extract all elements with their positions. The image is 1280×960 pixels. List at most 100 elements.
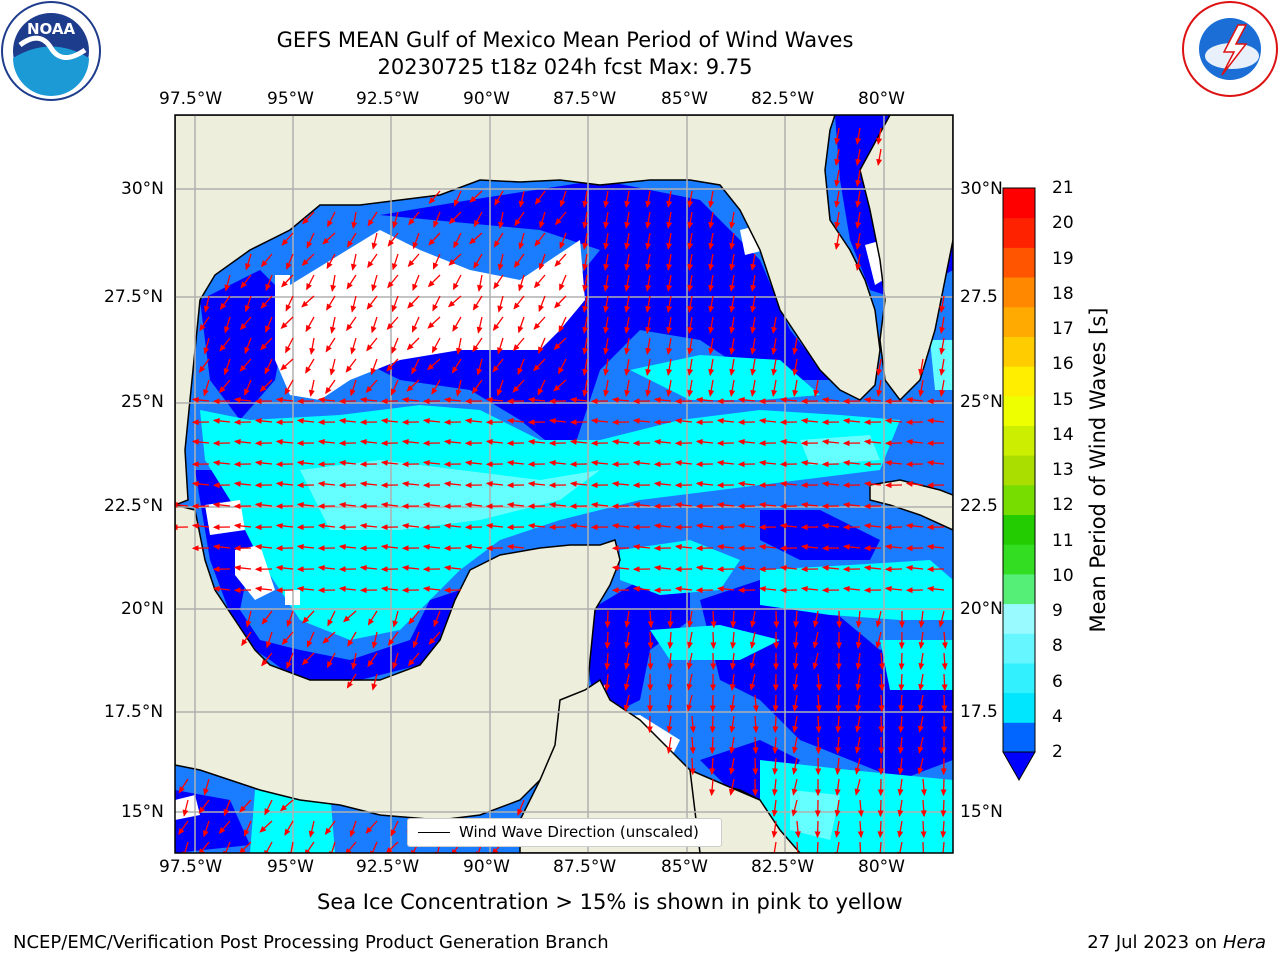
wind-arrow-head xyxy=(863,522,871,529)
wind-arrow-head xyxy=(275,438,283,445)
wind-arrow-head xyxy=(306,283,312,291)
wind-arrow-head xyxy=(275,419,283,426)
wind-arrow-head xyxy=(750,263,757,271)
wind-arrow-head xyxy=(918,389,925,397)
wind-arrow-head xyxy=(296,440,304,447)
wind-arrow-head xyxy=(647,684,654,692)
wind-arrow-head xyxy=(877,789,884,797)
long-period-regions xyxy=(300,340,953,840)
wind-arrow-head xyxy=(427,321,435,329)
wind-arrow-head xyxy=(538,262,545,271)
wind-arrow-head xyxy=(708,389,715,397)
lat-label-left: 20°N xyxy=(121,599,164,619)
wind-arrow-head xyxy=(485,503,493,510)
wind-arrow-head xyxy=(863,419,871,426)
wind-arrow-head xyxy=(390,388,397,396)
lon-label-bottom: 90°W xyxy=(463,857,510,877)
wind-arrow-head xyxy=(433,619,440,628)
wind-arrow-head xyxy=(758,398,766,405)
wind-arrow-head xyxy=(223,808,230,817)
wind-arrow-head xyxy=(674,585,682,592)
wind-arrow-head xyxy=(345,365,353,373)
wind-arrow-head xyxy=(359,587,367,594)
wind-arrow-head xyxy=(233,503,241,510)
wind-arrow-head xyxy=(918,621,925,629)
wind-arrow-head xyxy=(687,284,694,292)
wind-arrow-head xyxy=(401,461,409,468)
wind-arrow-head xyxy=(695,503,703,510)
wind-arrow-head xyxy=(476,368,483,376)
wind-arrow-head xyxy=(603,326,610,334)
wind-arrow-head xyxy=(758,585,766,592)
wind-arrow-head xyxy=(842,417,850,424)
wind-arrow-head xyxy=(275,503,283,510)
wind-arrow-head xyxy=(716,524,724,531)
lon-label-bottom: 95°W xyxy=(267,857,314,877)
wind-arrow-head xyxy=(431,387,438,395)
wind-arrow-head xyxy=(674,524,682,531)
wind-arrow-head xyxy=(941,663,948,671)
wind-arrow-head xyxy=(387,281,394,289)
wind-arrow-head xyxy=(506,459,514,466)
wind-arrow-head xyxy=(275,587,283,594)
wind-arrow-head xyxy=(800,482,808,489)
wind-arrow-head xyxy=(939,347,946,355)
wind-arrow-head xyxy=(569,396,577,403)
wind-arrow-head xyxy=(939,389,946,397)
wind-arrow-head xyxy=(527,461,535,468)
wind-arrow-head xyxy=(433,220,439,228)
wind-arrow-head xyxy=(836,642,842,650)
wind-arrow-head xyxy=(448,217,456,225)
wind-arrow-head xyxy=(750,368,757,376)
wind-arrow-head xyxy=(941,684,948,692)
wind-arrow-head xyxy=(611,480,619,487)
wind-arrow-head xyxy=(863,587,871,594)
wind-arrow-head xyxy=(926,417,934,424)
wind-arrow-head xyxy=(729,746,736,754)
wind-arrow-head xyxy=(275,522,283,529)
wind-arrow-head xyxy=(821,419,829,426)
wind-arrow-head xyxy=(814,831,821,839)
wind-arrow-head xyxy=(212,440,220,447)
wind-arrow-head xyxy=(716,543,724,550)
wind-arrow-head xyxy=(359,419,367,426)
wind-arrow-head xyxy=(611,503,619,510)
wind-arrow-head xyxy=(391,346,397,354)
colorbar-tick-label: 9 xyxy=(1052,601,1063,621)
wind-arrow-head xyxy=(920,810,927,818)
wind-arrow-head xyxy=(275,461,283,468)
wind-arrow-head xyxy=(939,305,946,313)
colorbar-segment xyxy=(1003,336,1035,367)
wind-arrow-head xyxy=(350,347,356,355)
wind-arrow-head xyxy=(306,241,313,249)
wind-arrow-head xyxy=(708,200,715,208)
wind-arrow-head xyxy=(380,566,388,573)
wind-arrow-head xyxy=(855,221,862,229)
wind-arrow-head xyxy=(401,480,409,487)
wind-arrow-head xyxy=(918,368,925,376)
colorbar-segment xyxy=(1003,217,1035,248)
wind-arrow-head xyxy=(322,636,330,644)
wind-arrow-head xyxy=(582,242,589,250)
wind-arrow-head xyxy=(834,221,841,229)
wind-arrow-head xyxy=(327,220,333,228)
wind-arrow-head xyxy=(695,564,703,571)
wind-arrow-head xyxy=(243,829,250,837)
lat-label-right: 30°N xyxy=(960,179,1003,199)
wind-arrow-head xyxy=(857,831,864,839)
colorbar-tick-label: 19 xyxy=(1052,248,1074,269)
wind-arrow-head xyxy=(191,480,199,487)
colorbar-segment xyxy=(1003,366,1035,397)
wind-arrow-head xyxy=(309,347,316,355)
lon-label-bottom: 97.5°W xyxy=(159,857,223,877)
wind-arrow-head xyxy=(729,242,736,250)
wind-arrow-head xyxy=(380,585,388,592)
lat-label-right: 20°N xyxy=(960,599,1003,619)
wind-arrow-head xyxy=(275,564,283,571)
wind-arrow-head xyxy=(854,746,861,754)
wind-arrow-head xyxy=(219,302,227,310)
wind-arrow-head xyxy=(624,326,631,334)
wind-arrow-head xyxy=(812,662,819,670)
wind-arrow-head xyxy=(653,396,661,403)
wind-arrow-head xyxy=(219,344,226,352)
